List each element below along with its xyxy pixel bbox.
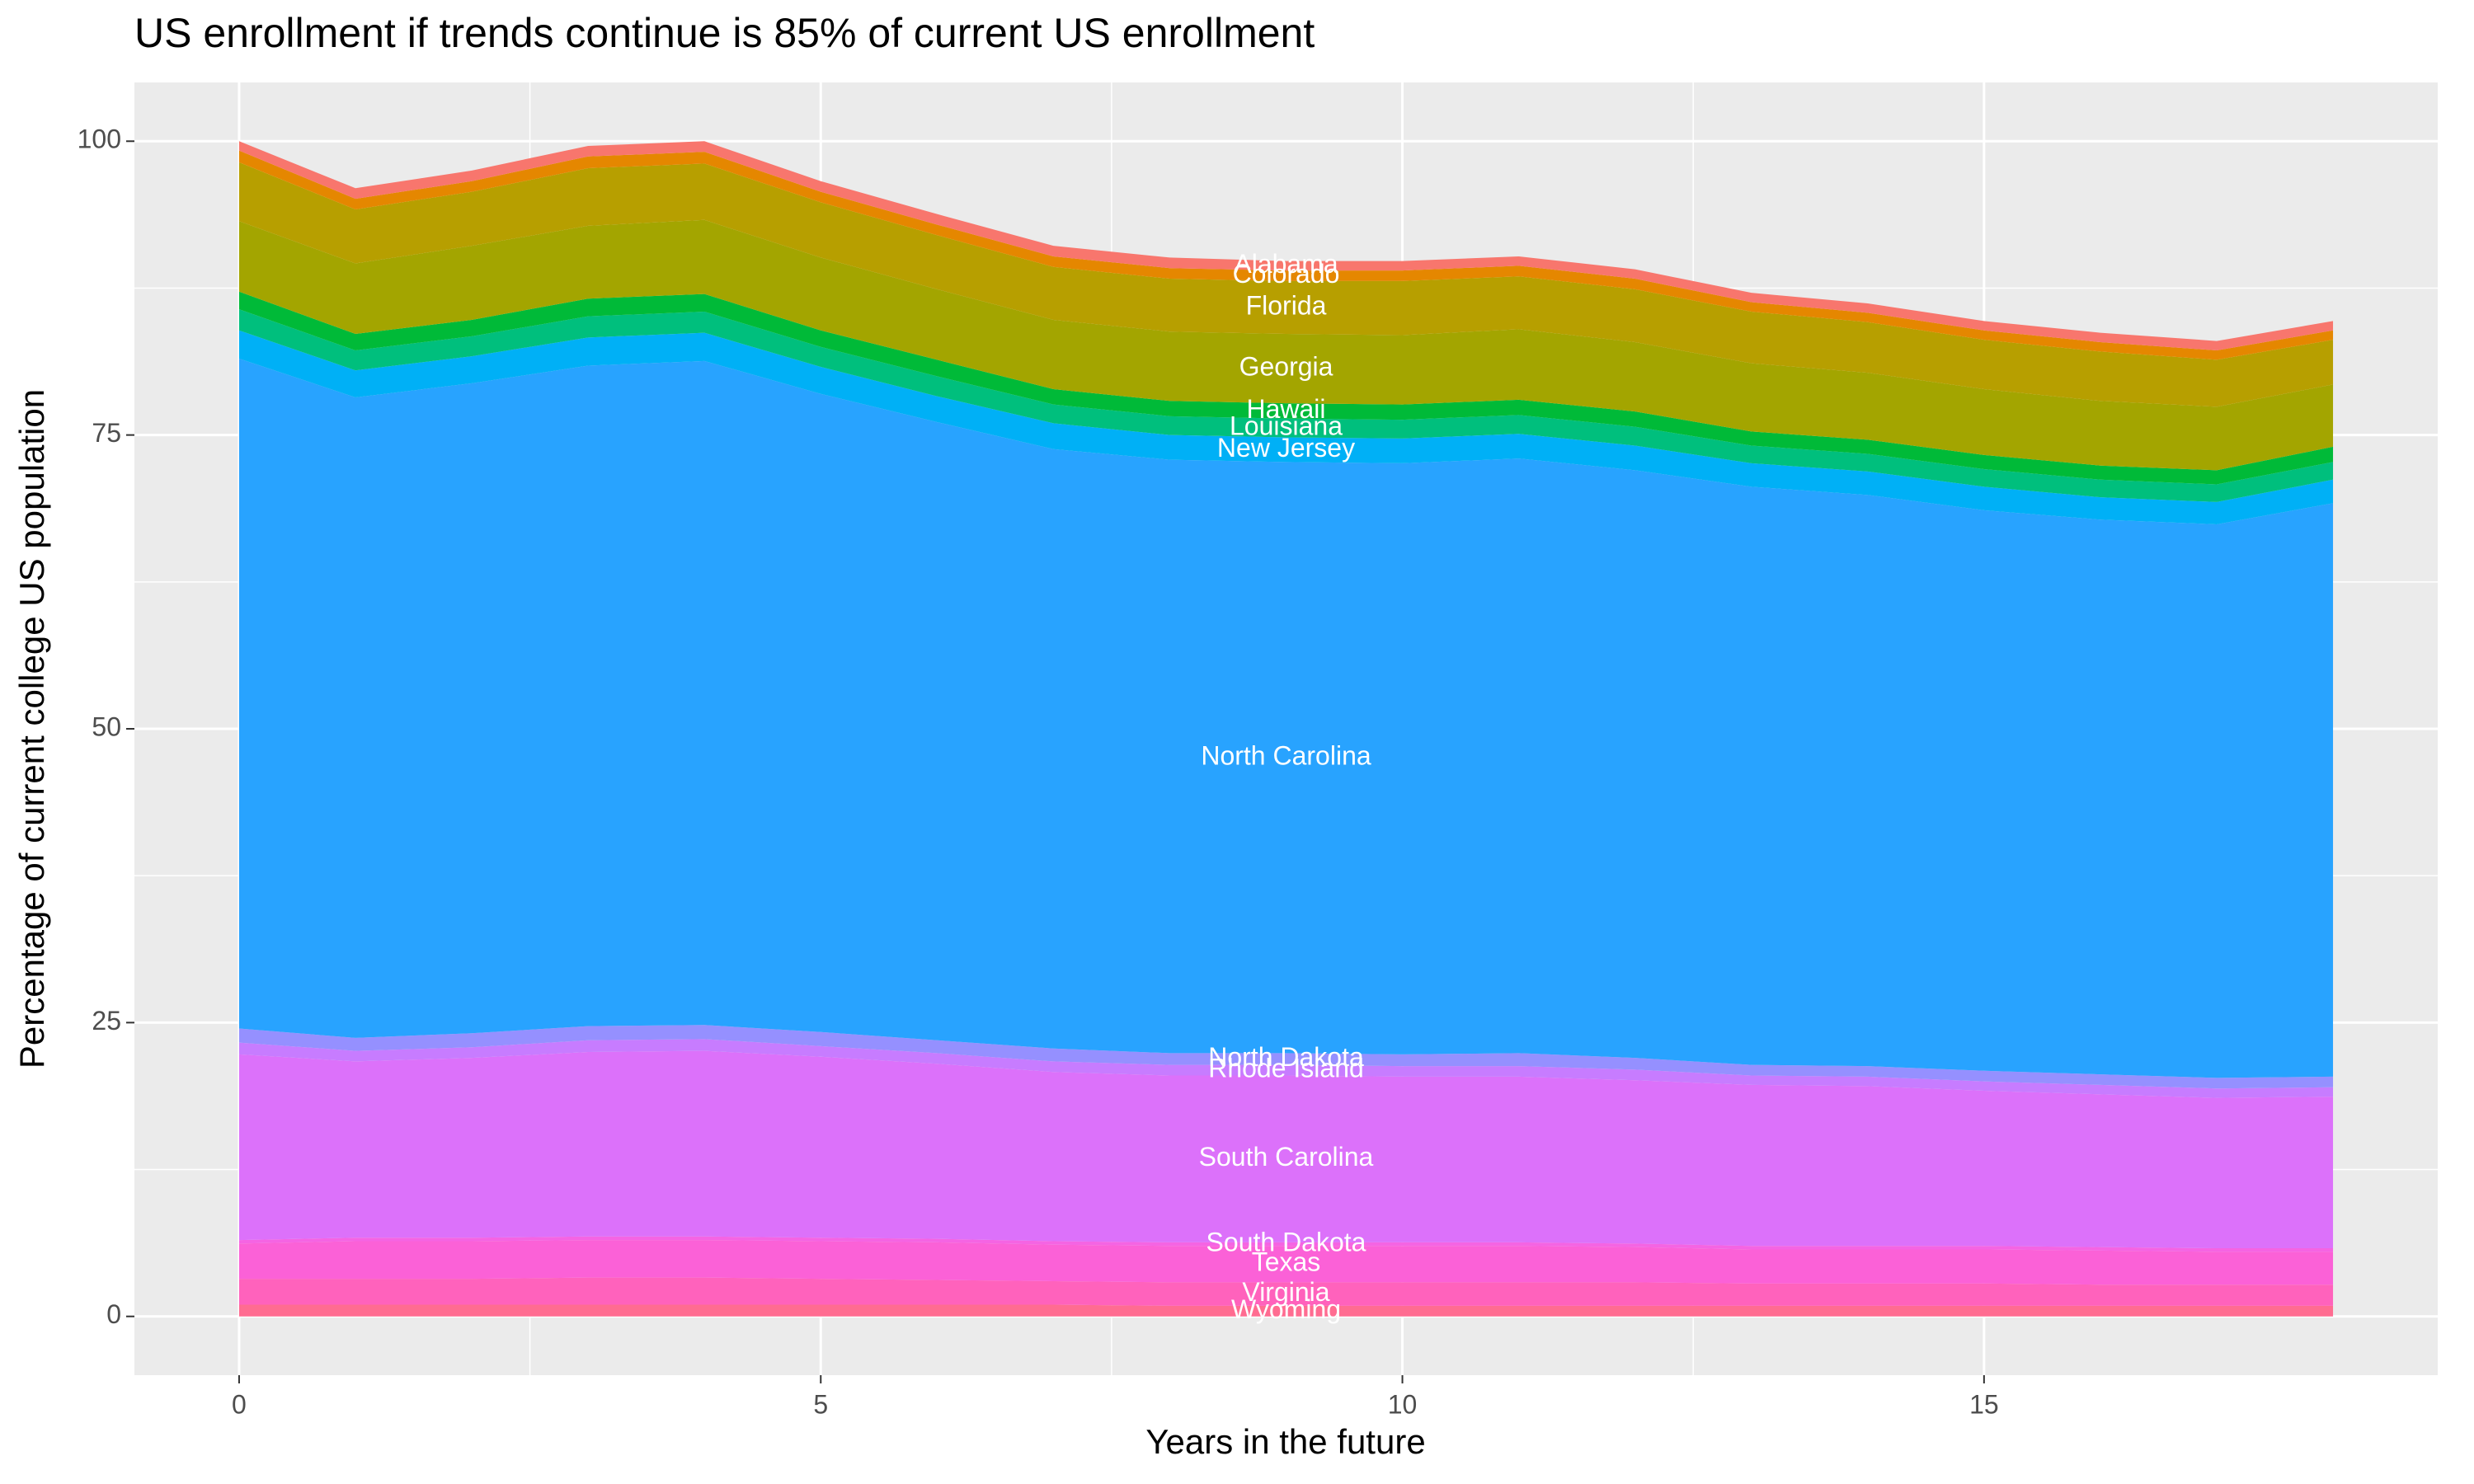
chart-title: US enrollment if trends continue is 85% … [134, 10, 1315, 56]
y-axis-title: Percentage of current college US populat… [12, 389, 51, 1068]
area [238, 1050, 2334, 1249]
area-label: New Jersey [1217, 433, 1355, 463]
area [238, 1236, 2334, 1252]
x-tick-label: 0 [232, 1389, 247, 1419]
area-label: Virginia [1242, 1277, 1329, 1307]
area [238, 330, 2334, 524]
y-tick-label: 75 [92, 418, 121, 448]
areas [238, 141, 2334, 1317]
area [238, 1277, 2334, 1306]
area [238, 358, 2334, 1078]
x-tick-label: 5 [813, 1389, 828, 1419]
area [238, 1240, 2334, 1285]
area-label: Wyoming [1231, 1294, 1341, 1324]
area [238, 1304, 2334, 1317]
area-label: Georgia [1239, 352, 1333, 382]
area [238, 309, 2334, 502]
y-tick-label: 100 [78, 124, 121, 154]
y-tick-label: 0 [106, 1299, 121, 1329]
area [238, 1039, 2334, 1098]
y-tick-label: 25 [92, 1006, 121, 1036]
area-label: South Carolina [1199, 1142, 1374, 1172]
x-axis-title: Years in the future [1145, 1422, 1425, 1461]
x-tick-label: 10 [1388, 1389, 1418, 1419]
area-label: Florida [1246, 290, 1327, 320]
area [238, 291, 2334, 485]
area-label: South Dakota [1206, 1228, 1366, 1257]
area [238, 162, 2334, 407]
area [238, 219, 2334, 471]
area-label: Louisiana [1230, 411, 1343, 441]
area-label: Hawaii [1246, 394, 1325, 424]
area-label: Alabama [1234, 249, 1338, 279]
area-label: Colorado [1233, 259, 1340, 289]
area [238, 1025, 2334, 1089]
y-tick-label: 50 [92, 711, 121, 741]
area-label: Rhode Island [1208, 1054, 1364, 1083]
area-label: North Carolina [1201, 740, 1371, 770]
area-label: North Dakota [1208, 1042, 1364, 1072]
axes: 0 25 50 75 100 0 5 10 15 [78, 124, 1999, 1420]
x-tick-label: 15 [1969, 1389, 1999, 1419]
area-label: Texas [1252, 1247, 1321, 1277]
